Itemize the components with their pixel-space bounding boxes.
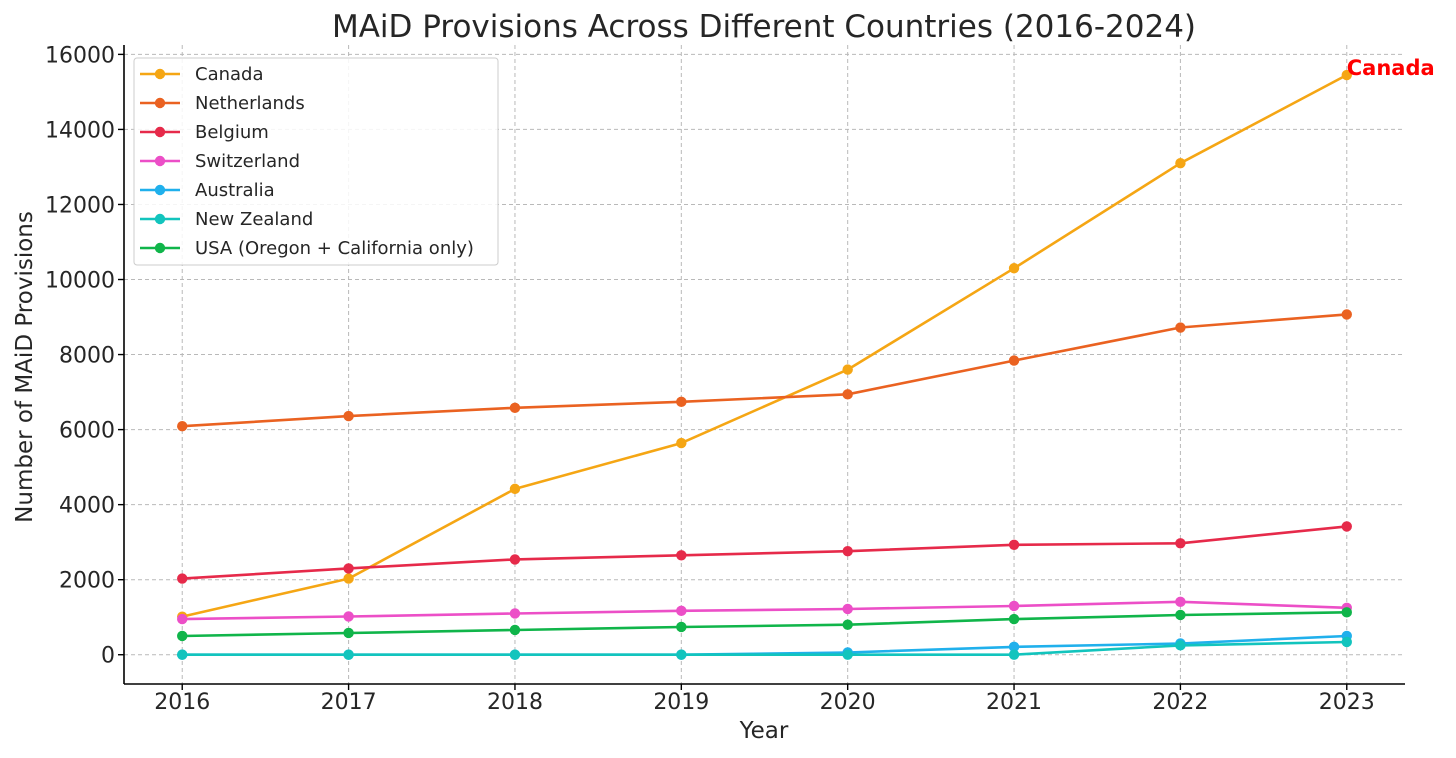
data-point-new-zealand xyxy=(1175,640,1186,651)
legend-marker xyxy=(154,68,166,80)
data-point-netherlands xyxy=(1341,309,1352,320)
y-tick-label: 6000 xyxy=(59,419,115,444)
x-axis-ticks: 2016 2017 2018 2019 2020 2021 2022 2023 xyxy=(154,684,1375,715)
axes xyxy=(123,45,1405,685)
annotations: Canada xyxy=(1347,56,1435,80)
legend-marker xyxy=(154,155,166,167)
series-line-new-zealand xyxy=(182,640,1347,657)
data-point-canada xyxy=(1175,157,1186,169)
data-point-usa-oregon-california-only xyxy=(842,619,853,630)
legend-label: Netherlands xyxy=(195,93,305,114)
data-point-netherlands xyxy=(343,410,354,422)
data-point-usa-oregon-california-only xyxy=(177,630,188,642)
data-point-belgium xyxy=(1341,521,1352,532)
y-tick-label: 2000 xyxy=(59,569,115,594)
data-point-netherlands xyxy=(1008,355,1020,366)
series-line-canada xyxy=(181,73,1348,618)
x-tick-label: 2018 xyxy=(487,690,543,715)
data-point-netherlands xyxy=(509,402,521,414)
legend-box xyxy=(133,57,499,266)
x-tick-label: 2023 xyxy=(1319,690,1375,715)
legend-label: USA (Oregon + California only) xyxy=(195,238,474,259)
data-point-new-zealand xyxy=(509,649,521,660)
y-tick-label: 16000 xyxy=(45,43,115,68)
data-point-canada xyxy=(676,437,687,449)
data-point-belgium xyxy=(509,554,521,565)
data-point-usa-oregon-california-only xyxy=(676,621,687,633)
data-point-netherlands xyxy=(177,421,188,432)
data-point-switzerland xyxy=(1008,600,1020,612)
data-point-canada xyxy=(842,364,853,375)
data-point-belgium xyxy=(1008,539,1020,550)
series-line-belgium xyxy=(182,525,1347,580)
data-point-australia xyxy=(1008,641,1020,653)
y-tick-label: 12000 xyxy=(45,193,115,218)
data-point-netherlands xyxy=(676,396,687,408)
legend-marker xyxy=(154,242,166,254)
y-axis-label: Number of MAiD Provisions xyxy=(12,211,38,523)
legend-marker xyxy=(154,184,166,196)
data-point-usa-oregon-california-only xyxy=(509,624,521,636)
data-point-switzerland xyxy=(676,605,687,617)
legend-label: Australia xyxy=(195,180,275,201)
x-tick-label: 2021 xyxy=(986,690,1042,715)
annotation-label: Canada xyxy=(1347,56,1435,80)
y-tick-label: 4000 xyxy=(59,494,115,519)
data-point-netherlands xyxy=(1175,322,1186,333)
legend: Canada Netherlands Belgium Switzerland Austr… xyxy=(133,57,499,266)
data-point-new-zealand xyxy=(1341,636,1352,648)
data-point-switzerland xyxy=(343,611,354,622)
data-point-new-zealand xyxy=(343,649,354,660)
data-point-switzerland xyxy=(842,603,853,615)
data-point-netherlands xyxy=(842,389,853,400)
series-line-usa-oregon-california-only xyxy=(182,611,1347,638)
x-tick-label: 2019 xyxy=(653,690,709,715)
data-point-usa-oregon-california-only xyxy=(1341,607,1352,618)
legend-marker xyxy=(154,213,166,225)
legend-marker xyxy=(154,126,166,138)
data-point-usa-oregon-california-only xyxy=(1175,609,1186,621)
data-point-canada xyxy=(343,573,354,584)
data-point-usa-oregon-california-only xyxy=(343,627,354,639)
y-tick-label: 0 xyxy=(101,644,115,669)
data-point-belgium xyxy=(676,550,687,561)
series-points xyxy=(177,69,1352,660)
legend-label: Belgium xyxy=(195,122,269,143)
data-point-belgium xyxy=(343,563,354,574)
data-point-belgium xyxy=(177,573,188,584)
y-tick-label: 8000 xyxy=(59,344,115,369)
y-axis-ticks: 0 2000 4000 6000 8000 10000 12000 14000 16000 xyxy=(45,43,124,669)
x-tick-label: 2017 xyxy=(321,690,377,715)
y-tick-label: 14000 xyxy=(45,118,115,143)
data-point-new-zealand xyxy=(177,649,188,660)
legend-label: Canada xyxy=(195,64,264,85)
data-point-canada xyxy=(509,483,521,495)
data-point-new-zealand xyxy=(1008,649,1020,660)
x-axis-label: Year xyxy=(739,718,789,744)
data-point-new-zealand xyxy=(676,649,687,660)
x-tick-label: 2020 xyxy=(820,690,876,715)
data-point-new-zealand xyxy=(842,649,853,660)
data-point-switzerland xyxy=(177,613,188,625)
series-lines xyxy=(181,73,1348,657)
x-tick-label: 2016 xyxy=(154,690,210,715)
legend-marker xyxy=(154,97,166,109)
data-point-belgium xyxy=(842,545,853,557)
data-point-canada xyxy=(1341,69,1352,81)
series-line-switzerland xyxy=(182,600,1347,621)
data-point-usa-oregon-california-only xyxy=(1008,613,1020,625)
chart-title: MAiD Provisions Across Different Countri… xyxy=(332,9,1196,45)
legend-label: New Zealand xyxy=(195,209,313,230)
data-point-canada xyxy=(1008,263,1020,274)
y-tick-label: 10000 xyxy=(45,269,115,294)
x-tick-label: 2022 xyxy=(1152,690,1208,715)
data-point-belgium xyxy=(1175,538,1186,549)
data-point-switzerland xyxy=(509,608,521,619)
series-line-netherlands xyxy=(182,313,1347,428)
legend-label: Switzerland xyxy=(195,151,300,172)
data-point-switzerland xyxy=(1175,596,1186,608)
